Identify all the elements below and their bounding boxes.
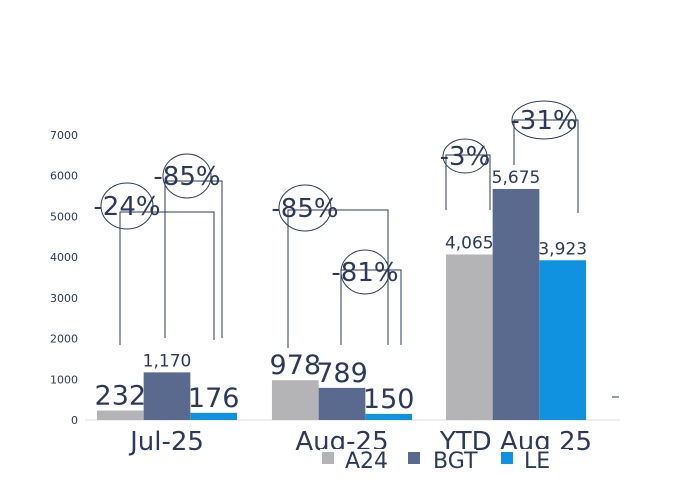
bar-value-label: 150	[363, 384, 415, 415]
annotation-circle	[278, 184, 332, 232]
annotation-circle	[100, 182, 154, 230]
y-tick-label: 3000	[50, 292, 78, 305]
bar-a24	[271, 380, 319, 420]
annotation-circle	[442, 138, 488, 174]
bar-value-label: 5,675	[492, 168, 541, 188]
annotation-bracket	[513, 119, 579, 213]
legend-label: BGT	[433, 449, 478, 474]
bar-value-label: 176	[188, 383, 240, 414]
annotation-bracket	[445, 154, 491, 210]
annotation-label: -85%	[271, 194, 338, 224]
annotation-bracket	[119, 211, 215, 345]
annotation-bracket	[340, 269, 402, 345]
legend-label: LE	[524, 449, 550, 474]
bar-value-label: 4,065	[445, 233, 494, 253]
y-tick-label: 6000	[50, 170, 78, 183]
bar-value-label: 978	[270, 350, 322, 381]
y-tick-label: 4000	[50, 251, 78, 264]
x-tick-label: Jul-25	[128, 427, 204, 457]
annotation-label: -24%	[93, 192, 160, 222]
bar-bgt	[143, 372, 191, 420]
annotation-bracket	[164, 180, 223, 338]
bar-bgt	[318, 387, 366, 420]
y-tick-label: 0	[71, 414, 78, 427]
bar-le	[190, 412, 238, 420]
y-tick-label: 7000	[50, 129, 78, 142]
bar-le	[365, 413, 413, 420]
y-tick-label: 1000	[50, 373, 78, 386]
annotation-circle	[340, 249, 390, 295]
bar-value-label: 1,170	[143, 351, 192, 371]
legend-swatch-bgt	[408, 452, 420, 464]
bar-a24	[96, 410, 144, 420]
annotation-label: -31%	[510, 106, 577, 136]
annotation-circle	[162, 153, 212, 199]
annotation-label: -85%	[153, 162, 220, 192]
y-tick-label: 2000	[50, 333, 78, 346]
bar-value-label: 789	[316, 358, 368, 389]
legend-label: A24	[345, 449, 388, 474]
bar-a24	[445, 254, 493, 420]
legend-swatch-le	[501, 452, 513, 464]
bar-le	[539, 260, 587, 420]
annotation-label: -3%	[440, 142, 491, 172]
bar-value-label: 232	[95, 381, 147, 412]
annotation-circle	[511, 100, 577, 140]
bar-value-label: 3,923	[538, 239, 587, 259]
y-tick-label: 5000	[50, 210, 78, 223]
annotation-label: -81%	[331, 258, 398, 288]
legend-swatch-a24	[322, 452, 334, 464]
bar-bgt	[492, 188, 540, 420]
